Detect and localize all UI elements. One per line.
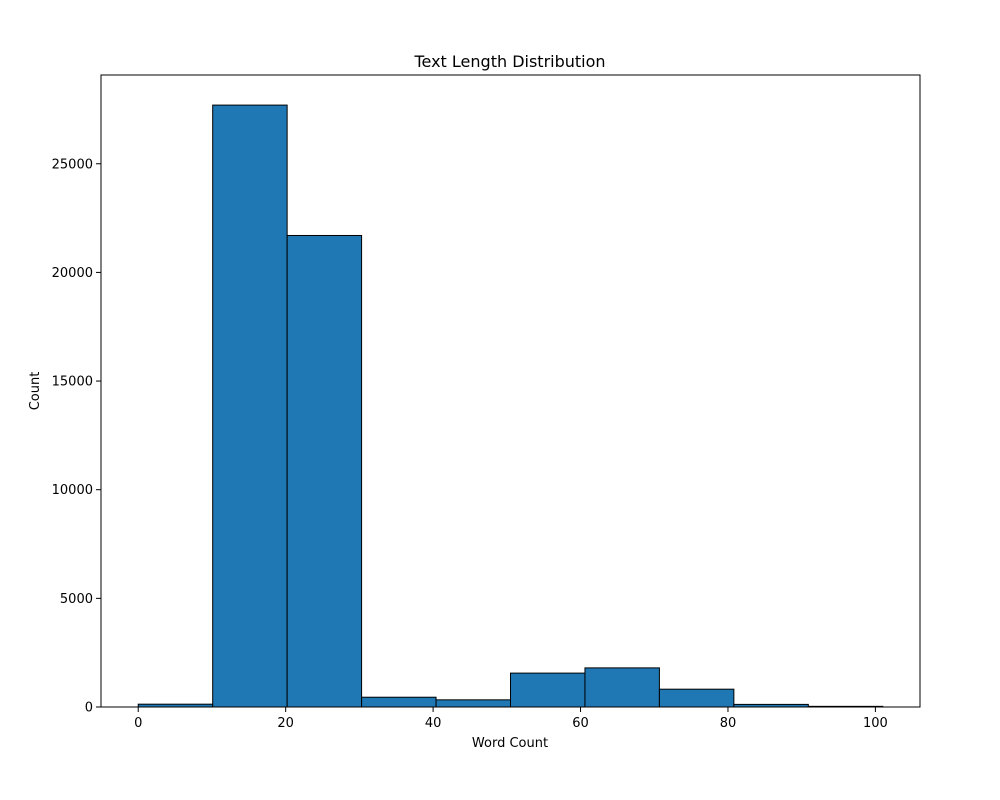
histogram-bar-5 bbox=[510, 672, 586, 708]
histogram-bar-3 bbox=[361, 696, 437, 708]
x-tick-label-1: 20 bbox=[277, 716, 294, 731]
x-tick-label-5: 100 bbox=[863, 716, 888, 731]
histogram-bar-2 bbox=[286, 234, 363, 708]
y-axis-ticks: 0 5000 10000 15000 20000 25000 bbox=[52, 157, 101, 716]
histogram-bar-6 bbox=[584, 667, 660, 708]
plot-frame bbox=[100, 74, 921, 708]
x-tick-label-0: 0 bbox=[134, 716, 142, 731]
histogram-bar-4 bbox=[435, 699, 511, 708]
y-tick-label-2: 10000 bbox=[52, 483, 93, 498]
chart-title: Text Length Distribution bbox=[413, 52, 605, 71]
x-axis-label: Word Count bbox=[472, 736, 548, 751]
y-tick-label-3: 15000 bbox=[52, 375, 93, 390]
x-tick-label-3: 60 bbox=[572, 716, 589, 731]
y-axis-label: Count bbox=[28, 372, 43, 411]
y-tick-label-5: 25000 bbox=[52, 157, 93, 172]
histogram-bar-1 bbox=[212, 104, 288, 708]
x-axis-ticks: 0 20 40 60 80 100 bbox=[134, 707, 888, 731]
y-tick-label-1: 5000 bbox=[60, 592, 93, 607]
bars-group bbox=[137, 104, 884, 708]
y-tick-label-0: 0 bbox=[85, 701, 93, 716]
x-tick-label-2: 40 bbox=[425, 716, 442, 731]
y-tick-label-4: 20000 bbox=[52, 266, 93, 281]
histogram-bar-7 bbox=[658, 688, 735, 708]
x-tick-label-4: 80 bbox=[720, 716, 737, 731]
